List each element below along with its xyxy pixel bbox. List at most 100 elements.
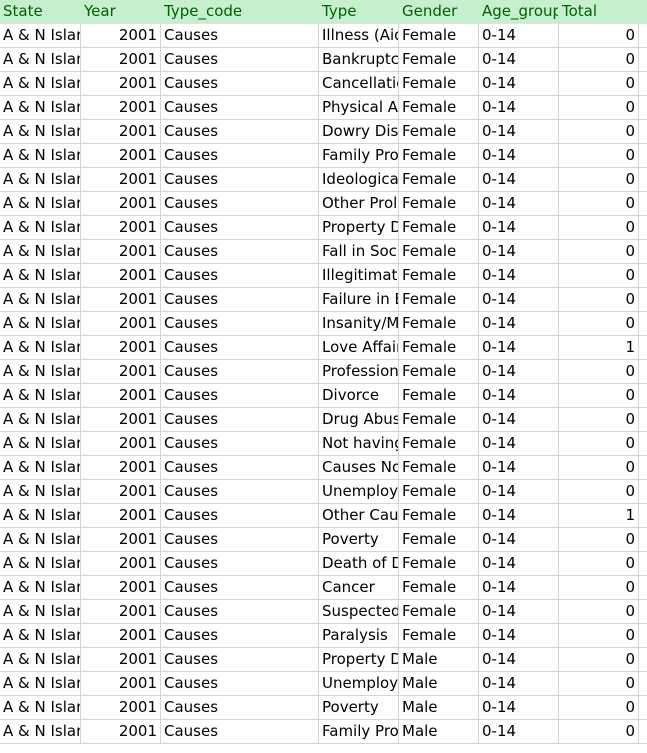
cell-age-group[interactable]: 0-14 (479, 360, 559, 384)
cell-year[interactable]: 2001 (81, 168, 161, 192)
cell-year[interactable]: 2001 (81, 576, 161, 600)
cell-gender[interactable]: Female (399, 96, 479, 120)
header-state[interactable]: State (0, 0, 81, 24)
cell-gender[interactable]: Female (399, 120, 479, 144)
cell-gender[interactable]: Female (399, 624, 479, 648)
cell-type-code[interactable]: Causes (161, 240, 319, 264)
cell-type[interactable]: Family Pro (319, 720, 399, 744)
cell-type-code[interactable]: Causes (161, 24, 319, 48)
cell-gender[interactable]: Female (399, 504, 479, 528)
cell-year[interactable]: 2001 (81, 264, 161, 288)
cell-age-group[interactable]: 0-14 (479, 504, 559, 528)
cell-total[interactable]: 0 (559, 432, 639, 456)
cell-total[interactable]: 0 (559, 144, 639, 168)
cell-gender[interactable]: Female (399, 336, 479, 360)
cell-age-group[interactable]: 0-14 (479, 240, 559, 264)
cell-total[interactable]: 0 (559, 576, 639, 600)
cell-type[interactable]: Love Affair (319, 336, 399, 360)
cell-type-code[interactable]: Causes (161, 120, 319, 144)
cell-age-group[interactable]: 0-14 (479, 216, 559, 240)
cell-empty[interactable] (639, 336, 647, 360)
cell-age-group[interactable]: 0-14 (479, 336, 559, 360)
cell-type[interactable]: Paralysis (319, 624, 399, 648)
cell-total[interactable]: 0 (559, 552, 639, 576)
cell-state[interactable]: A & N Islar (0, 24, 81, 48)
cell-year[interactable]: 2001 (81, 432, 161, 456)
cell-empty[interactable] (639, 96, 647, 120)
cell-year[interactable]: 2001 (81, 696, 161, 720)
cell-year[interactable]: 2001 (81, 240, 161, 264)
header-empty-cell[interactable] (639, 0, 647, 24)
cell-empty[interactable] (639, 288, 647, 312)
cell-state[interactable]: A & N Islar (0, 504, 81, 528)
cell-total[interactable]: 0 (559, 360, 639, 384)
cell-gender[interactable]: Female (399, 528, 479, 552)
cell-state[interactable]: A & N Islar (0, 48, 81, 72)
cell-age-group[interactable]: 0-14 (479, 432, 559, 456)
cell-age-group[interactable]: 0-14 (479, 528, 559, 552)
cell-type[interactable]: Death of D (319, 552, 399, 576)
cell-gender[interactable]: Female (399, 576, 479, 600)
cell-year[interactable]: 2001 (81, 288, 161, 312)
cell-year[interactable]: 2001 (81, 216, 161, 240)
cell-year[interactable]: 2001 (81, 456, 161, 480)
cell-state[interactable]: A & N Islar (0, 312, 81, 336)
cell-gender[interactable]: Female (399, 312, 479, 336)
cell-type-code[interactable]: Causes (161, 576, 319, 600)
cell-age-group[interactable]: 0-14 (479, 384, 559, 408)
cell-age-group[interactable]: 0-14 (479, 576, 559, 600)
cell-state[interactable]: A & N Islar (0, 480, 81, 504)
header-gender[interactable]: Gender (399, 0, 479, 24)
cell-type[interactable]: Insanity/M (319, 312, 399, 336)
cell-type-code[interactable]: Causes (161, 288, 319, 312)
cell-state[interactable]: A & N Islar (0, 672, 81, 696)
cell-total[interactable]: 0 (559, 288, 639, 312)
cell-state[interactable]: A & N Islar (0, 624, 81, 648)
cell-empty[interactable] (639, 48, 647, 72)
cell-type[interactable]: Illegitimate (319, 264, 399, 288)
cell-type[interactable]: Cancer (319, 576, 399, 600)
cell-state[interactable]: A & N Islar (0, 144, 81, 168)
cell-type-code[interactable]: Causes (161, 216, 319, 240)
cell-type-code[interactable]: Causes (161, 360, 319, 384)
cell-type[interactable]: Poverty (319, 696, 399, 720)
cell-type-code[interactable]: Causes (161, 648, 319, 672)
cell-total[interactable]: 0 (559, 600, 639, 624)
cell-type[interactable]: Property D (319, 648, 399, 672)
cell-state[interactable]: A & N Islar (0, 456, 81, 480)
cell-state[interactable]: A & N Islar (0, 288, 81, 312)
cell-total[interactable]: 0 (559, 48, 639, 72)
cell-state[interactable]: A & N Islar (0, 576, 81, 600)
cell-year[interactable]: 2001 (81, 336, 161, 360)
cell-state[interactable]: A & N Islar (0, 552, 81, 576)
header-type[interactable]: Type (319, 0, 399, 24)
cell-age-group[interactable]: 0-14 (479, 264, 559, 288)
cell-year[interactable]: 2001 (81, 528, 161, 552)
cell-state[interactable]: A & N Islar (0, 336, 81, 360)
cell-year[interactable]: 2001 (81, 552, 161, 576)
cell-total[interactable]: 1 (559, 336, 639, 360)
cell-total[interactable]: 0 (559, 216, 639, 240)
cell-year[interactable]: 2001 (81, 648, 161, 672)
cell-type-code[interactable]: Causes (161, 480, 319, 504)
cell-type-code[interactable]: Causes (161, 720, 319, 744)
cell-type-code[interactable]: Causes (161, 384, 319, 408)
cell-empty[interactable] (639, 144, 647, 168)
cell-age-group[interactable]: 0-14 (479, 672, 559, 696)
cell-total[interactable]: 0 (559, 696, 639, 720)
cell-total[interactable]: 0 (559, 312, 639, 336)
cell-year[interactable]: 2001 (81, 120, 161, 144)
cell-total[interactable]: 1 (559, 504, 639, 528)
cell-total[interactable]: 0 (559, 192, 639, 216)
header-age-group[interactable]: Age_group (479, 0, 559, 24)
cell-year[interactable]: 2001 (81, 624, 161, 648)
cell-year[interactable]: 2001 (81, 720, 161, 744)
cell-year[interactable]: 2001 (81, 48, 161, 72)
cell-type[interactable]: Bankruptcy (319, 48, 399, 72)
cell-age-group[interactable]: 0-14 (479, 192, 559, 216)
cell-gender[interactable]: Female (399, 240, 479, 264)
cell-age-group[interactable]: 0-14 (479, 624, 559, 648)
cell-year[interactable]: 2001 (81, 192, 161, 216)
cell-total[interactable]: 0 (559, 408, 639, 432)
cell-empty[interactable] (639, 648, 647, 672)
